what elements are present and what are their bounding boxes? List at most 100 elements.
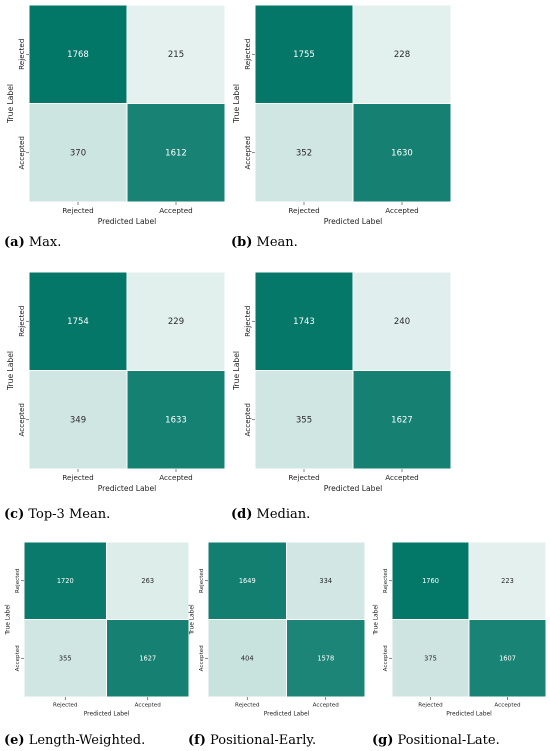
caption-tag: (f) <box>188 733 206 748</box>
y-axis-label: True Label <box>6 84 15 124</box>
y-tick-label: Rejected <box>383 568 389 593</box>
caption-text: Median. <box>252 507 310 522</box>
y-tick-label: Rejected <box>15 568 21 593</box>
y-axis-label: True Label <box>189 604 195 636</box>
cell-value-label: 370 <box>70 149 86 159</box>
y-axis-label: True Label <box>232 84 241 124</box>
cell-value-label: 404 <box>241 655 254 663</box>
cell-value-label: 215 <box>168 50 184 60</box>
caption-text: Positional-Early. <box>206 733 316 748</box>
y-axis-label: True Label <box>6 351 15 391</box>
y-tick-label: Rejected <box>17 306 26 337</box>
cell-value-label: 1755 <box>293 50 315 60</box>
heatmap-cell <box>126 103 226 203</box>
x-axis-label: Predicted Label <box>324 217 383 226</box>
y-tick-label: Rejected <box>17 39 26 70</box>
cell-value-label: 1649 <box>239 577 256 585</box>
caption-text: Positional-Late. <box>393 733 499 748</box>
heatmap-cell <box>28 370 128 470</box>
heatmap-cell <box>352 271 452 371</box>
x-axis-label: Predicted Label <box>264 712 310 718</box>
heatmap-cell <box>28 4 128 104</box>
cell-value-label: 334 <box>319 577 332 585</box>
heatmap-cell <box>106 541 190 620</box>
subfigure-caption: (d) Median. <box>231 507 310 522</box>
cell-value-label: 1627 <box>391 416 413 426</box>
cell-value-label: 1720 <box>57 577 74 585</box>
y-tick-label: Rejected <box>199 568 205 593</box>
heatmap-cell <box>28 103 128 203</box>
subfigure-caption: (g) Positional-Late. <box>372 733 500 748</box>
x-axis-label: Predicted Label <box>84 712 130 718</box>
x-tick-label: Rejected <box>418 703 443 709</box>
caption-text: Length-Weighted. <box>25 733 146 748</box>
y-tick-label: Accepted <box>383 645 389 672</box>
x-tick-label: Rejected <box>235 703 260 709</box>
cell-value-label: 223 <box>501 577 514 585</box>
subfigure-caption: (b) Mean. <box>231 235 298 250</box>
x-tick-label: Accepted <box>313 703 340 709</box>
cell-value-label: 1633 <box>165 416 187 426</box>
heatmap-cell <box>468 619 547 698</box>
cell-value-label: 229 <box>168 317 184 327</box>
x-tick-label: Accepted <box>385 473 418 482</box>
heatmap-cell <box>126 370 226 470</box>
heatmap-cell <box>352 4 452 104</box>
cell-value-label: 375 <box>424 655 437 663</box>
caption-tag: (c) <box>4 507 24 522</box>
cell-value-label: 1612 <box>165 149 187 159</box>
cell-value-label: 1768 <box>67 50 89 60</box>
cell-value-label: 355 <box>296 416 312 426</box>
cell-value-label: 352 <box>296 149 312 159</box>
x-tick-label: Rejected <box>288 206 319 215</box>
y-tick-label: Accepted <box>199 645 205 672</box>
y-tick-label: Accepted <box>17 403 26 436</box>
cell-value-label: 1743 <box>293 317 315 327</box>
x-tick-label: Accepted <box>494 703 521 709</box>
confusion-matrix-panel: 1743 240 355 1627 Rejected Accepted Rejected Ac… <box>231 271 452 522</box>
cell-value-label: 1754 <box>67 317 89 327</box>
confusion-matrix-panel: 1754 229 349 1633 Rejected Accepted Rejected Ac… <box>4 271 226 522</box>
y-tick-label: Accepted <box>243 403 252 436</box>
cell-value-label: 240 <box>394 317 410 327</box>
subfigure-caption: (e) Length-Weighted. <box>4 733 145 748</box>
y-axis-label: True Label <box>373 604 379 636</box>
heatmap-cell <box>207 541 287 620</box>
confusion-matrix-panel: 1760 223 375 1607 Rejected Accepted Rejected Ac… <box>372 541 547 748</box>
x-tick-label: Accepted <box>159 473 192 482</box>
heatmap-cell <box>23 619 107 698</box>
heatmap-cell <box>468 541 547 620</box>
heatmap-cell <box>352 103 452 203</box>
confusion-matrix-panel: 1768 215 370 1612 Rejected Accepted Rejected Ac… <box>4 4 226 250</box>
heatmap-cell <box>126 271 226 371</box>
caption-tag: (a) <box>4 235 25 250</box>
subfigure-caption: (f) Positional-Early. <box>188 733 316 748</box>
caption-tag: (g) <box>372 733 393 748</box>
cell-value-label: 1627 <box>139 655 156 663</box>
caption-tag: (d) <box>231 507 252 522</box>
y-tick-label: Accepted <box>15 645 21 672</box>
cell-value-label: 349 <box>70 416 86 426</box>
y-axis-label: True Label <box>232 351 241 391</box>
x-axis-label: Predicted Label <box>446 712 492 718</box>
x-tick-label: Accepted <box>135 703 162 709</box>
x-axis-label: Predicted Label <box>98 484 157 493</box>
x-tick-label: Accepted <box>385 206 418 215</box>
heatmap-cell <box>106 619 190 698</box>
y-axis-label: True Label <box>5 604 11 636</box>
confusion-matrix-panel: 1649 334 404 1578 Rejected Accepted Rejected Ac… <box>188 541 366 748</box>
x-tick-label: Rejected <box>53 703 78 709</box>
cell-value-label: 1607 <box>499 655 516 663</box>
y-tick-label: Rejected <box>243 39 252 70</box>
caption-tag: (b) <box>231 235 252 250</box>
cell-value-label: 355 <box>59 655 72 663</box>
caption-text: Max. <box>25 235 62 250</box>
caption-text: Mean. <box>252 235 297 250</box>
caption-tag: (e) <box>4 733 25 748</box>
cell-value-label: 1630 <box>391 149 413 159</box>
heatmap-cell <box>126 4 226 104</box>
subfigure-caption: (c) Top-3 Mean. <box>4 507 110 522</box>
cell-value-label: 228 <box>394 50 410 60</box>
x-tick-label: Rejected <box>62 206 93 215</box>
